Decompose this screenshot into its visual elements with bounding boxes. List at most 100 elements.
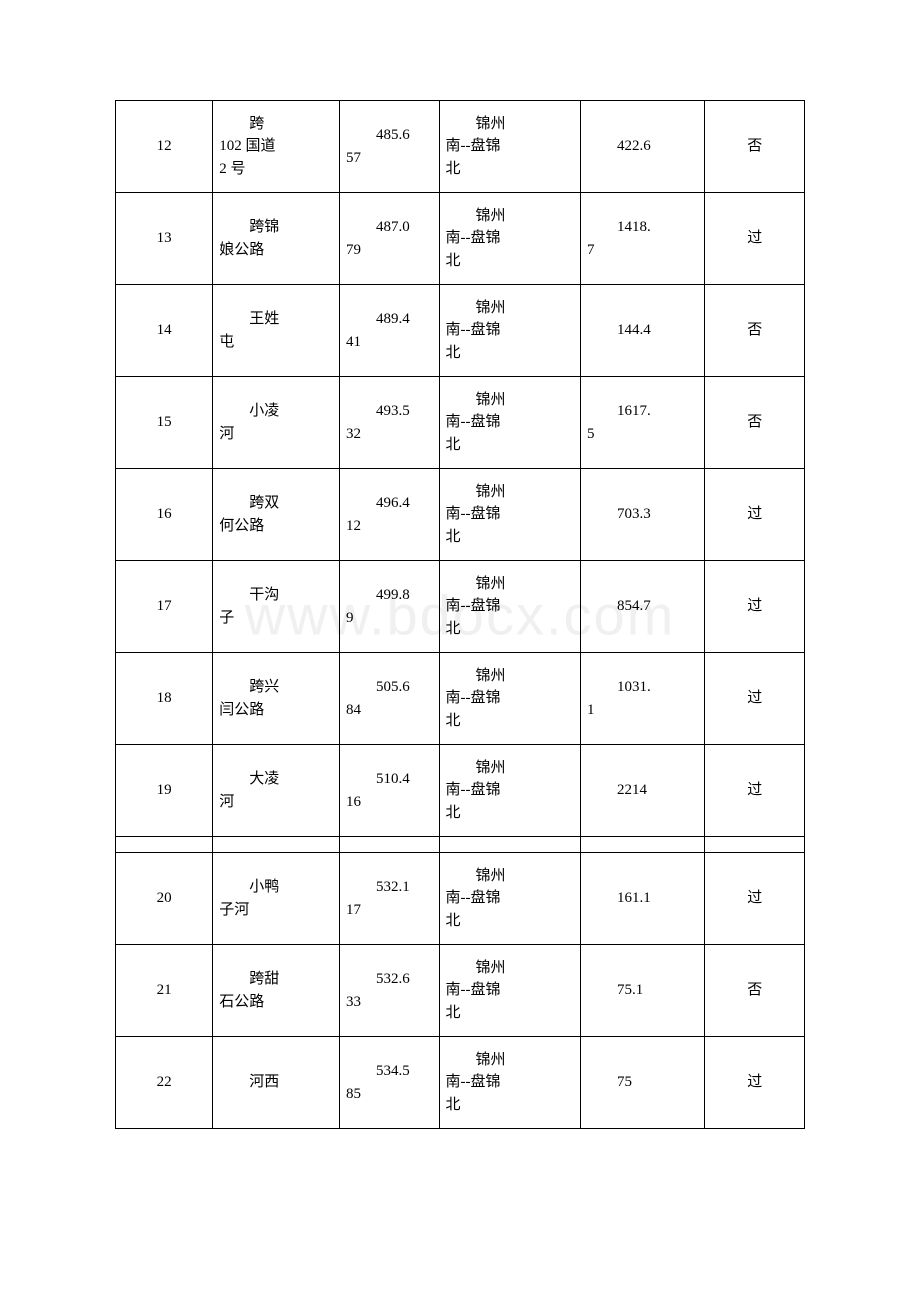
table-row: 21跨甜石公路532.633锦州南--盘锦北75.1否 — [116, 945, 805, 1037]
cell-text: 锦州 — [446, 1049, 574, 1072]
cell-text: 32 — [346, 423, 433, 446]
cell-name: 王姓屯 — [213, 285, 340, 377]
cell-status: 否 — [705, 285, 805, 377]
cell-text: 子河 — [219, 899, 333, 922]
cell-status: 否 — [705, 101, 805, 193]
cell-text: 493.5 — [346, 400, 433, 423]
table-row: 13跨锦娘公路487.079锦州南--盘锦北1418.7过 — [116, 193, 805, 285]
cell-text: 南--盘锦 — [446, 1071, 574, 1094]
cell-text: 跨锦 — [219, 216, 333, 239]
cell-text: 大凌 — [219, 768, 333, 791]
cell-text: 57 — [346, 147, 433, 170]
cell-status: 过 — [705, 561, 805, 653]
cell-text: 2 号 — [219, 158, 333, 181]
cell-value-a: 505.684 — [340, 653, 440, 745]
cell-name: 跨兴闫公路 — [213, 653, 340, 745]
cell-text: 532.1 — [346, 876, 433, 899]
cell-text: 北 — [446, 1094, 574, 1117]
cell-value-a: 493.532 — [340, 377, 440, 469]
cell-text: 跨兴 — [219, 676, 333, 699]
spacer-cell — [116, 837, 213, 853]
cell-value-a: 499.89 — [340, 561, 440, 653]
cell-text: 南--盘锦 — [446, 503, 574, 526]
cell-name: 大凌河 — [213, 745, 340, 837]
cell-text: 锦州 — [446, 205, 574, 228]
cell-text: 锦州 — [446, 665, 574, 688]
cell-name: 跨双何公路 — [213, 469, 340, 561]
cell-text: 2214 — [587, 779, 698, 802]
cell-text: 干沟 — [219, 584, 333, 607]
cell-route: 锦州南--盘锦北 — [439, 653, 580, 745]
cell-value-b: 144.4 — [580, 285, 704, 377]
cell-text: 锦州 — [446, 573, 574, 596]
table-row: 18跨兴闫公路505.684锦州南--盘锦北1031.1过 — [116, 653, 805, 745]
cell-text: 北 — [446, 910, 574, 933]
cell-status: 否 — [705, 377, 805, 469]
table-row: 15小凌河493.532锦州南--盘锦北1617.5否 — [116, 377, 805, 469]
cell-name: 小凌河 — [213, 377, 340, 469]
cell-route: 锦州南--盘锦北 — [439, 469, 580, 561]
cell-index: 20 — [116, 853, 213, 945]
cell-name: 河西 — [213, 1037, 340, 1129]
cell-text: 85 — [346, 1083, 433, 1106]
cell-name: 干沟子 — [213, 561, 340, 653]
cell-text: 小鸭 — [219, 876, 333, 899]
cell-route: 锦州南--盘锦北 — [439, 853, 580, 945]
cell-text: 9 — [346, 607, 433, 630]
cell-route: 锦州南--盘锦北 — [439, 945, 580, 1037]
cell-text: 锦州 — [446, 113, 574, 136]
table-row: 17干沟子499.89锦州南--盘锦北854.7过 — [116, 561, 805, 653]
cell-text: 1418. — [587, 216, 698, 239]
cell-text: 娘公路 — [219, 239, 333, 262]
cell-value-b: 1031.1 — [580, 653, 704, 745]
cell-text: 79 — [346, 239, 433, 262]
cell-value-b: 75 — [580, 1037, 704, 1129]
cell-value-a: 510.416 — [340, 745, 440, 837]
cell-text: 北 — [446, 250, 574, 273]
cell-value-a: 489.441 — [340, 285, 440, 377]
data-table: 12跨102 国道2 号485.657锦州南--盘锦北422.6否13跨锦娘公路… — [115, 100, 805, 1129]
spacer-cell — [705, 837, 805, 853]
cell-text: 南--盘锦 — [446, 687, 574, 710]
cell-text: 496.4 — [346, 492, 433, 515]
cell-index: 22 — [116, 1037, 213, 1129]
cell-value-a: 534.585 — [340, 1037, 440, 1129]
cell-route: 锦州南--盘锦北 — [439, 101, 580, 193]
cell-status: 否 — [705, 945, 805, 1037]
cell-text: 102 国道 — [219, 135, 333, 158]
cell-text: 南--盘锦 — [446, 411, 574, 434]
cell-text: 跨 — [219, 113, 333, 136]
cell-text: 489.4 — [346, 308, 433, 331]
table-row: 16跨双何公路496.412锦州南--盘锦北703.3过 — [116, 469, 805, 561]
cell-text: 1 — [587, 699, 698, 722]
cell-text: 锦州 — [446, 757, 574, 780]
cell-text: 王姓 — [219, 308, 333, 331]
spacer-cell — [580, 837, 704, 853]
cell-text: 子 — [219, 607, 333, 630]
cell-route: 锦州南--盘锦北 — [439, 561, 580, 653]
table-row — [116, 837, 805, 853]
cell-text: 何公路 — [219, 515, 333, 538]
cell-text: 1617. — [587, 400, 698, 423]
spacer-cell — [213, 837, 340, 853]
cell-route: 锦州南--盘锦北 — [439, 193, 580, 285]
cell-value-a: 485.657 — [340, 101, 440, 193]
cell-value-b: 1617.5 — [580, 377, 704, 469]
cell-text: 南--盘锦 — [446, 887, 574, 910]
cell-text: 北 — [446, 342, 574, 365]
cell-text: 16 — [346, 791, 433, 814]
cell-text: 17 — [346, 899, 433, 922]
cell-text: 南--盘锦 — [446, 319, 574, 342]
cell-text: 33 — [346, 991, 433, 1014]
table-row: 19大凌河510.416锦州南--盘锦北2214过 — [116, 745, 805, 837]
cell-text: 485.6 — [346, 124, 433, 147]
cell-index: 17 — [116, 561, 213, 653]
cell-text: 499.8 — [346, 584, 433, 607]
table-row: 14王姓屯489.441锦州南--盘锦北144.4否 — [116, 285, 805, 377]
cell-text: 锦州 — [446, 389, 574, 412]
cell-text: 75.1 — [587, 979, 698, 1002]
cell-name: 跨102 国道2 号 — [213, 101, 340, 193]
cell-text: 北 — [446, 1002, 574, 1025]
cell-status: 过 — [705, 853, 805, 945]
cell-value-b: 703.3 — [580, 469, 704, 561]
